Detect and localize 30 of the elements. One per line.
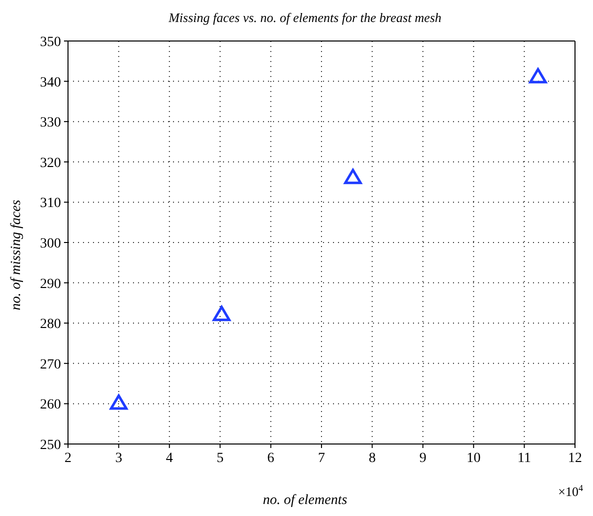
- y-tick-label: 320: [40, 156, 61, 171]
- x-tick-label: 12: [568, 450, 582, 466]
- y-tick-label: 310: [40, 196, 61, 212]
- point: [110, 394, 128, 410]
- x-axis-title: no. of elements: [262, 493, 348, 508]
- y-tick-label: 260: [40, 398, 61, 413]
- point: [212, 306, 230, 322]
- y-tick-label: 290: [40, 276, 61, 292]
- x-tick-label: 9: [419, 450, 426, 466]
- x-tick-label: 5: [216, 450, 224, 466]
- y-tick-label: 270: [40, 357, 61, 372]
- x-tick-label: 6: [267, 450, 274, 466]
- y-tick-label: 300: [40, 236, 61, 252]
- text: ×10$^{4}$: [558, 483, 584, 499]
- point: [529, 68, 547, 84]
- y-tick-label: 330: [40, 116, 61, 131]
- x-tick-label: 8: [368, 450, 376, 466]
- chart-title: Missing faces vs. no. of elements for the breast mesh: [168, 10, 442, 25]
- y-tick-label: 350: [40, 34, 61, 50]
- y-tick-label: 280: [40, 317, 61, 332]
- y-tick-label: 340: [40, 75, 61, 90]
- x-tick-label: 3: [115, 450, 122, 466]
- x-tick-label: 7: [318, 450, 325, 466]
- x-tick-label: 4: [166, 450, 173, 466]
- point: [344, 168, 362, 184]
- x-tick-label: 2: [64, 450, 72, 466]
- y-axis-title: no. of missing faces: [9, 199, 24, 310]
- x-tick-label: 10: [466, 450, 481, 466]
- x-tick-label: 11: [518, 450, 532, 466]
- y-tick-label: 250: [40, 438, 61, 453]
